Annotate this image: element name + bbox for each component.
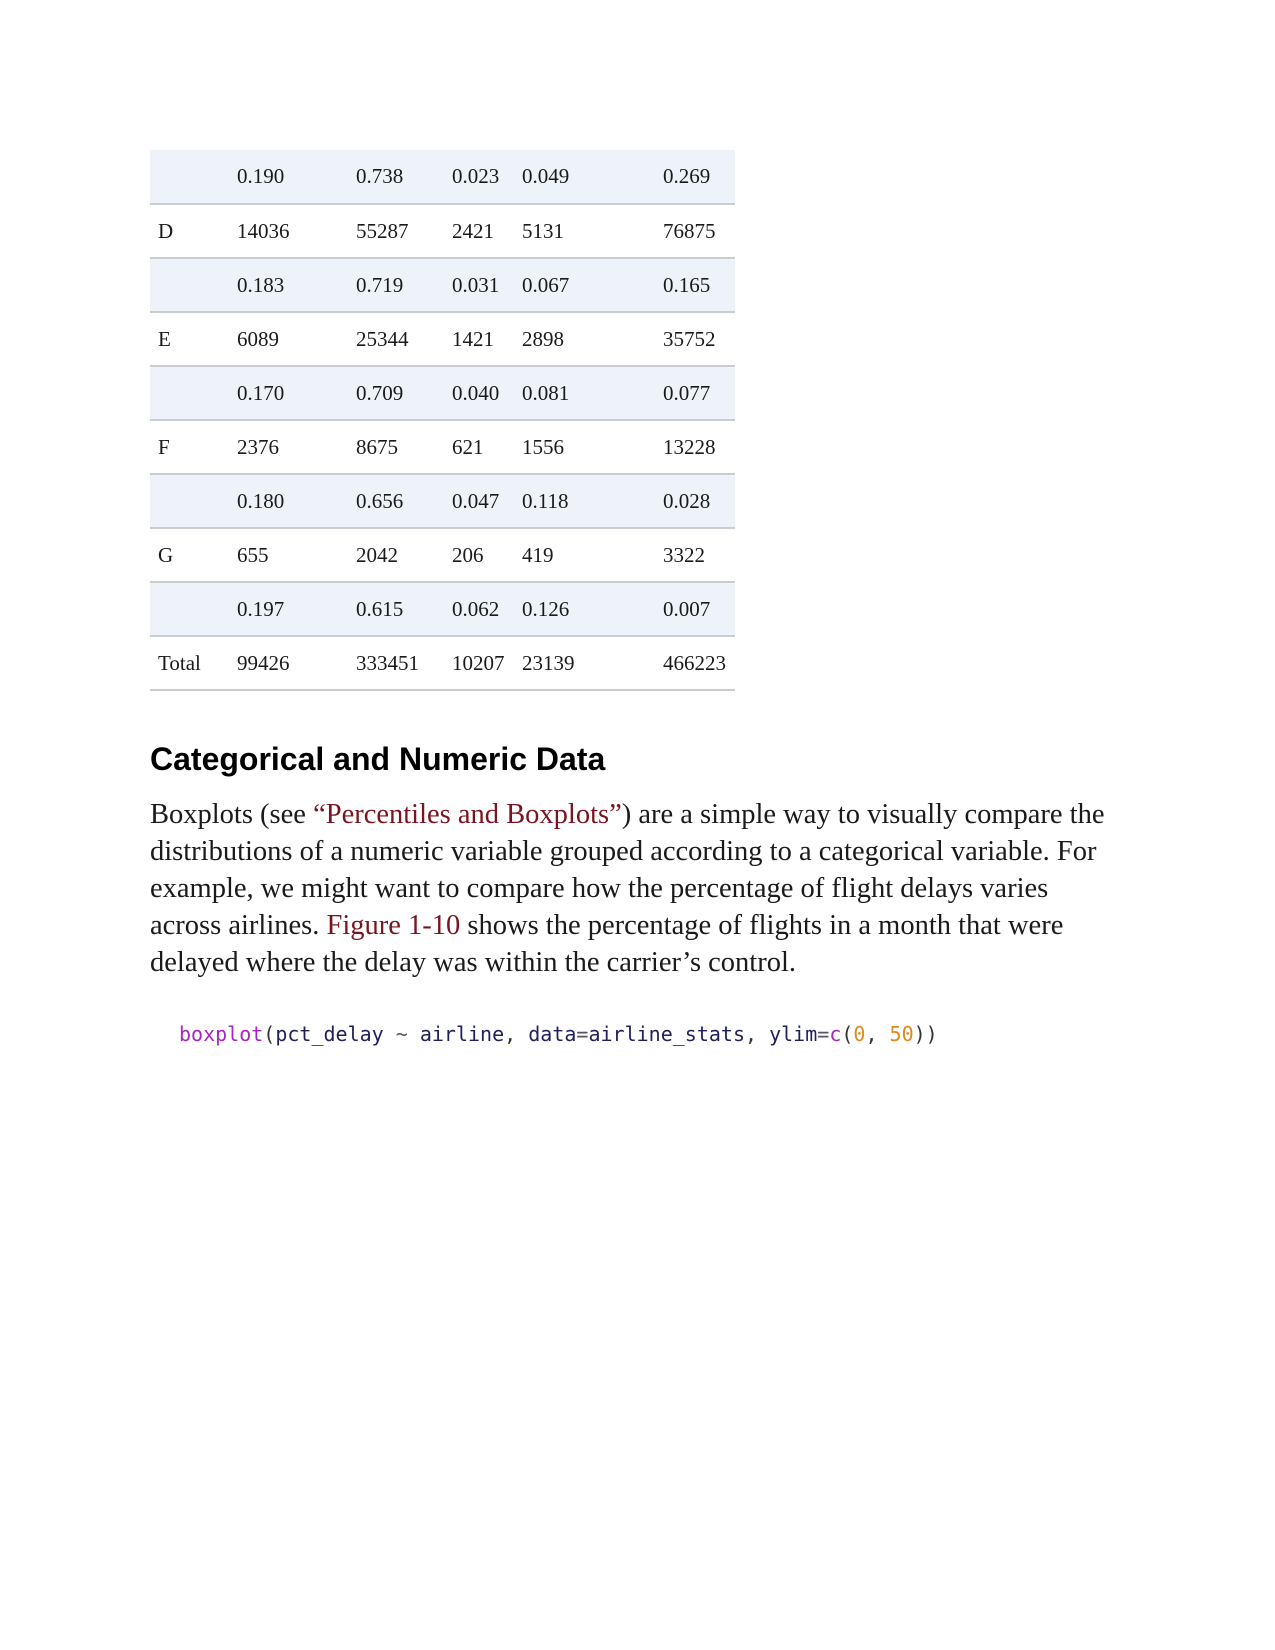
table-cell: 419 bbox=[514, 528, 655, 583]
code-param-data: data bbox=[528, 1022, 577, 1046]
table-row-proportion: 0.190 0.738 0.023 0.049 0.269 bbox=[150, 150, 735, 205]
table-row: E 6089 25344 1421 2898 35752 bbox=[150, 312, 735, 367]
table-row: Total 99426 333451 10207 23139 466223 bbox=[150, 636, 735, 691]
table-cell: 0.165 bbox=[655, 258, 735, 313]
table-cell: 0.040 bbox=[444, 366, 514, 421]
table-row: D 14036 55287 2421 5131 76875 bbox=[150, 204, 735, 259]
table-cell: 13228 bbox=[655, 420, 735, 475]
table-cell: 35752 bbox=[655, 312, 735, 367]
body-paragraph: Boxplots (see “Percentiles and Boxplots”… bbox=[150, 796, 1125, 981]
table-cell: 3322 bbox=[655, 528, 735, 583]
code-number-0: 0 bbox=[853, 1022, 866, 1046]
row-label bbox=[150, 366, 229, 421]
table-cell: 333451 bbox=[348, 636, 444, 691]
table-row-proportion: 0.197 0.615 0.062 0.126 0.007 bbox=[150, 582, 735, 637]
table-cell: 0.719 bbox=[348, 258, 444, 313]
table-cell: 0.077 bbox=[655, 366, 735, 421]
row-label: Total bbox=[150, 636, 229, 691]
table-cell: 621 bbox=[444, 420, 514, 475]
code-tilde: ~ bbox=[383, 1022, 420, 1046]
code-arg-airline: airline bbox=[419, 1022, 505, 1046]
code-close-parens: )) bbox=[913, 1022, 938, 1046]
paragraph-text-3: shows the percentage of flights in a mon… bbox=[150, 910, 1064, 978]
code-equals-2: = bbox=[817, 1022, 830, 1046]
table-cell: 0.615 bbox=[348, 582, 444, 637]
table-cell: 206 bbox=[444, 528, 514, 583]
table-cell: 0.170 bbox=[229, 366, 348, 421]
code-comma-2: , bbox=[745, 1022, 770, 1046]
table-cell: 55287 bbox=[348, 204, 444, 259]
table-cell: 0.126 bbox=[514, 582, 655, 637]
table-cell: 23139 bbox=[514, 636, 655, 691]
figure-1-10-link[interactable]: Figure 1-10 bbox=[326, 910, 461, 941]
table-cell: 0.049 bbox=[514, 150, 655, 205]
table-cell: 0.183 bbox=[229, 258, 348, 313]
row-label: G bbox=[150, 528, 229, 583]
table-row-proportion: 0.183 0.719 0.031 0.067 0.165 bbox=[150, 258, 735, 313]
code-open-paren-2: ( bbox=[841, 1022, 854, 1046]
table-cell: 99426 bbox=[229, 636, 348, 691]
code-function-c: c bbox=[829, 1022, 842, 1046]
table-cell: 0.118 bbox=[514, 474, 655, 529]
table-row-proportion: 0.180 0.656 0.047 0.118 0.028 bbox=[150, 474, 735, 529]
code-comma-1: , bbox=[504, 1022, 529, 1046]
code-open-paren: ( bbox=[263, 1022, 276, 1046]
table-cell: 0.031 bbox=[444, 258, 514, 313]
table-cell: 0.709 bbox=[348, 366, 444, 421]
table-cell: 6089 bbox=[229, 312, 348, 367]
table-cell: 2898 bbox=[514, 312, 655, 367]
table-row: G 655 2042 206 419 3322 bbox=[150, 528, 735, 583]
table-cell: 0.028 bbox=[655, 474, 735, 529]
table-cell: 2421 bbox=[444, 204, 514, 259]
table-cell: 2376 bbox=[229, 420, 348, 475]
code-block: boxplot(pct_delay ~ airline, data=airlin… bbox=[179, 1020, 938, 1048]
table-cell: 0.180 bbox=[229, 474, 348, 529]
code-function-boxplot: boxplot bbox=[179, 1022, 264, 1046]
code-arg-pct-delay: pct_delay bbox=[275, 1022, 384, 1046]
row-label bbox=[150, 150, 229, 205]
table-cell: 0.067 bbox=[514, 258, 655, 313]
row-label bbox=[150, 474, 229, 529]
table-row: F 2376 8675 621 1556 13228 bbox=[150, 420, 735, 475]
table-cell: 76875 bbox=[655, 204, 735, 259]
table-cell: 0.062 bbox=[444, 582, 514, 637]
row-label: F bbox=[150, 420, 229, 475]
code-equals-1: = bbox=[576, 1022, 589, 1046]
code-value-airline-stats: airline_stats bbox=[588, 1022, 745, 1046]
table-cell: 10207 bbox=[444, 636, 514, 691]
table-cell: 0.047 bbox=[444, 474, 514, 529]
table-cell: 655 bbox=[229, 528, 348, 583]
code-comma-3: , bbox=[865, 1022, 890, 1046]
table-cell: 0.197 bbox=[229, 582, 348, 637]
table-cell: 0.656 bbox=[348, 474, 444, 529]
table-cell: 8675 bbox=[348, 420, 444, 475]
table-cell: 1556 bbox=[514, 420, 655, 475]
table-cell: 0.269 bbox=[655, 150, 735, 205]
section-heading: Categorical and Numeric Data bbox=[150, 741, 606, 777]
table-cell: 25344 bbox=[348, 312, 444, 367]
table-cell: 2042 bbox=[348, 528, 444, 583]
percentiles-boxplots-link[interactable]: “Percentiles and Boxplots” bbox=[313, 799, 622, 830]
code-number-50: 50 bbox=[889, 1022, 914, 1046]
row-label bbox=[150, 582, 229, 637]
table-cell: 0.738 bbox=[348, 150, 444, 205]
table-cell: 14036 bbox=[229, 204, 348, 259]
row-label: E bbox=[150, 312, 229, 367]
paragraph-text-2: ) are a simple way to visually compare t… bbox=[150, 799, 1105, 941]
row-label bbox=[150, 258, 229, 313]
table-cell: 1421 bbox=[444, 312, 514, 367]
code-param-ylim: ylim bbox=[769, 1022, 818, 1046]
table-body: 0.190 0.738 0.023 0.049 0.269 D 14036 55287 2421… bbox=[150, 150, 735, 691]
row-label: D bbox=[150, 204, 229, 259]
data-table: 0.190 0.738 0.023 0.049 0.269 D 14036 55287 2421… bbox=[150, 150, 735, 691]
table-cell: 5131 bbox=[514, 204, 655, 259]
paragraph-text-1: Boxplots (see bbox=[150, 799, 314, 830]
table-cell: 466223 bbox=[655, 636, 735, 691]
table-cell: 0.190 bbox=[229, 150, 348, 205]
table-cell: 0.081 bbox=[514, 366, 655, 421]
table-row-proportion: 0.170 0.709 0.040 0.081 0.077 bbox=[150, 366, 735, 421]
table-cell: 0.023 bbox=[444, 150, 514, 205]
table-cell: 0.007 bbox=[655, 582, 735, 637]
